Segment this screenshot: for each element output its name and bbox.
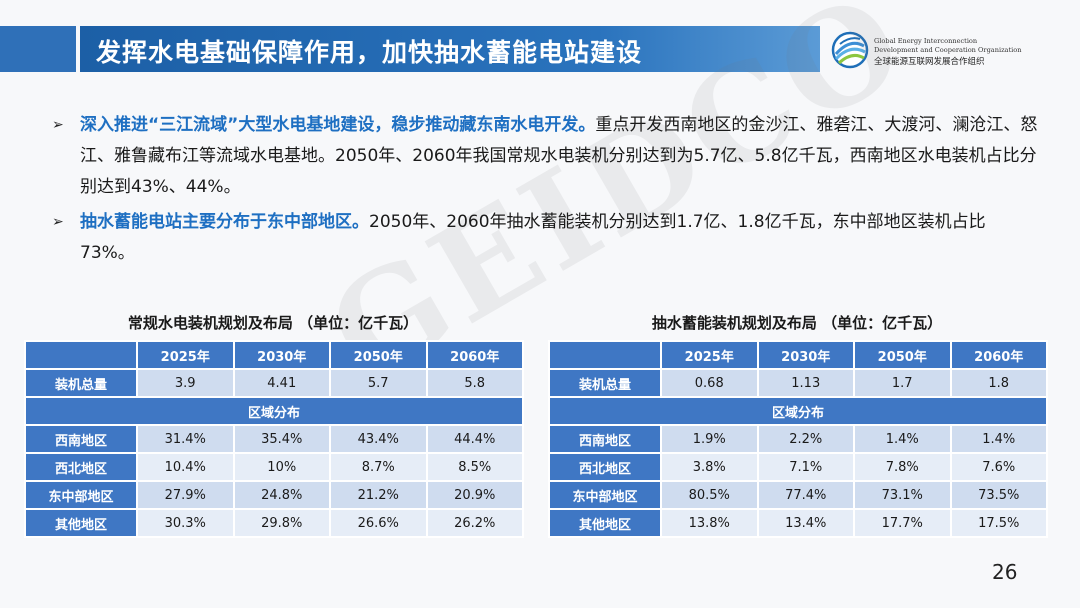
table-header-row: 2025年 2030年 2050年 2060年 (24, 340, 524, 370)
table-row: 西南地区 1.9% 2.2% 1.4% 1.4% (548, 424, 1048, 454)
table-row-total: 装机总量 3.9 4.41 5.7 5.8 (24, 368, 524, 398)
hydro-table-title: 常规水电装机规划及布局 （单位：亿千瓦） (127, 314, 419, 332)
table-cell: 10.4% (136, 452, 235, 482)
table-cell: 2.2% (756, 424, 855, 454)
table-cell: 5.8 (425, 368, 524, 398)
table-cell: 3.9 (136, 368, 235, 398)
table-cell: 35.4% (232, 424, 331, 454)
table-cell: 5.7 (329, 368, 428, 398)
table-cell: 7.6% (949, 452, 1048, 482)
logo-chinese-name: 全球能源互联网发展合作组织 (874, 57, 985, 67)
row-label: 西北地区 (548, 452, 662, 482)
table-row: 东中部地区 27.9% 24.8% 21.2% 20.9% (24, 480, 524, 510)
table-cell: 1.8 (949, 368, 1048, 398)
row-label: 其他地区 (24, 508, 138, 538)
row-label: 其他地区 (548, 508, 662, 538)
year-header: 2060年 (425, 340, 524, 370)
table-cell: 20.9% (425, 480, 524, 510)
year-header: 2060年 (949, 340, 1048, 370)
table-cell: 26.6% (329, 508, 428, 538)
table-cell: 17.5% (949, 508, 1048, 538)
bullet-text: 重点开发西南地区的金沙江、雅砻江、大渡河、澜沧江、怒江、雅鲁藏布江等流域水电基地… (80, 115, 1038, 197)
table-cell: 31.4% (136, 424, 235, 454)
bullet-highlight: 抽水蓄能电站主要分布于东中部地区。 (80, 212, 369, 232)
table-cell: 1.13 (756, 368, 855, 398)
arrow-bullet-icon: ➢ (52, 117, 64, 133)
bullet-list: ➢ 深入推进“三江流域”大型水电基地建设，稳步推动藏东南水电开发。重点开发西南地… (50, 110, 1040, 269)
table-subheader-row: 区域分布 (548, 396, 1048, 426)
table-cell: 1.9% (660, 424, 759, 454)
table-row-total: 装机总量 0.68 1.13 1.7 1.8 (548, 368, 1048, 398)
table-cell: 1.7 (853, 368, 952, 398)
bullet-text: 2050年、2060年抽水蓄能装机分别达到1.7亿、1.8亿千瓦，东中部地区装机… (80, 212, 986, 263)
left-accent-bar (0, 26, 76, 72)
row-label: 西北地区 (24, 452, 138, 482)
table-cell: 30.3% (136, 508, 235, 538)
table-cell: 7.1% (756, 452, 855, 482)
table-cell: 29.8% (232, 508, 331, 538)
arrow-bullet-icon: ➢ (52, 214, 64, 230)
year-header: 2050年 (329, 340, 428, 370)
bullet-highlight: 深入推进“三江流域”大型水电基地建设，稳步推动藏东南水电开发。 (80, 115, 596, 135)
table-cell: 80.5% (660, 480, 759, 510)
table-cell: 44.4% (425, 424, 524, 454)
table-cell: 77.4% (756, 480, 855, 510)
page-title: 发挥水电基础保障作用，加快抽水蓄能电站建设 (96, 38, 643, 67)
table-cell: 26.2% (425, 508, 524, 538)
table-subheader-row: 区域分布 (24, 396, 524, 426)
table-cell: 1.4% (853, 424, 952, 454)
table-row: 其他地区 13.8% 13.4% 17.7% 17.5% (548, 508, 1048, 538)
table-header-row: 2025年 2030年 2050年 2060年 (548, 340, 1048, 370)
bullet-item-pumped-storage: ➢ 抽水蓄能电站主要分布于东中部地区。2050年、2060年抽水蓄能装机分别达到… (50, 207, 1040, 269)
region-subheader: 区域分布 (548, 396, 1048, 426)
pumped-table-title: 抽水蓄能装机规划及布局 （单位：亿千瓦） (651, 314, 943, 332)
organization-logo: Global Energy Interconnection Developmen… (830, 28, 1075, 72)
table-cell: 73.5% (949, 480, 1048, 510)
corner-cell (548, 340, 662, 370)
table-row: 西北地区 3.8% 7.1% 7.8% 7.6% (548, 452, 1048, 482)
table-row: 西北地区 10.4% 10% 8.7% 8.5% (24, 452, 524, 482)
table-cell: 13.8% (660, 508, 759, 538)
table-cell: 4.41 (232, 368, 331, 398)
table-cell: 21.2% (329, 480, 428, 510)
table-cell: 0.68 (660, 368, 759, 398)
year-header: 2025年 (136, 340, 235, 370)
year-header: 2050年 (853, 340, 952, 370)
region-subheader: 区域分布 (24, 396, 524, 426)
table-cell: 17.7% (853, 508, 952, 538)
row-label: 西南地区 (548, 424, 662, 454)
globe-icon (831, 31, 869, 69)
page-number: 26 (992, 560, 1018, 584)
table-cell: 27.9% (136, 480, 235, 510)
table-cell: 1.4% (949, 424, 1048, 454)
logo-english-line-2: Development and Cooperation Organization (874, 46, 1022, 54)
title-bar: 发挥水电基础保障作用，加快抽水蓄能电站建设 (80, 26, 820, 72)
table-cell: 13.4% (756, 508, 855, 538)
row-label: 西南地区 (24, 424, 138, 454)
year-header: 2030年 (756, 340, 855, 370)
table-cell: 7.8% (853, 452, 952, 482)
table-cell: 10% (232, 452, 331, 482)
row-label: 东中部地区 (548, 480, 662, 510)
row-label: 装机总量 (24, 368, 138, 398)
table-cell: 73.1% (853, 480, 952, 510)
table-cell: 8.7% (329, 452, 428, 482)
corner-cell (24, 340, 138, 370)
row-label: 装机总量 (548, 368, 662, 398)
table-cell: 24.8% (232, 480, 331, 510)
year-header: 2025年 (660, 340, 759, 370)
table-row: 西南地区 31.4% 35.4% 43.4% 44.4% (24, 424, 524, 454)
pumped-table: 2025年 2030年 2050年 2060年 装机总量 0.68 1.13 1… (548, 340, 1048, 538)
hydro-table: 2025年 2030年 2050年 2060年 装机总量 3.9 4.41 5.… (24, 340, 524, 538)
row-label: 东中部地区 (24, 480, 138, 510)
table-cell: 8.5% (425, 452, 524, 482)
year-header: 2030年 (232, 340, 331, 370)
bullet-item-hydropower: ➢ 深入推进“三江流域”大型水电基地建设，稳步推动藏东南水电开发。重点开发西南地… (50, 110, 1040, 203)
table-cell: 43.4% (329, 424, 428, 454)
table-row: 东中部地区 80.5% 77.4% 73.1% 73.5% (548, 480, 1048, 510)
table-cell: 3.8% (660, 452, 759, 482)
table-row: 其他地区 30.3% 29.8% 26.6% 26.2% (24, 508, 524, 538)
logo-english-line-1: Global Energy Interconnection (874, 37, 978, 45)
